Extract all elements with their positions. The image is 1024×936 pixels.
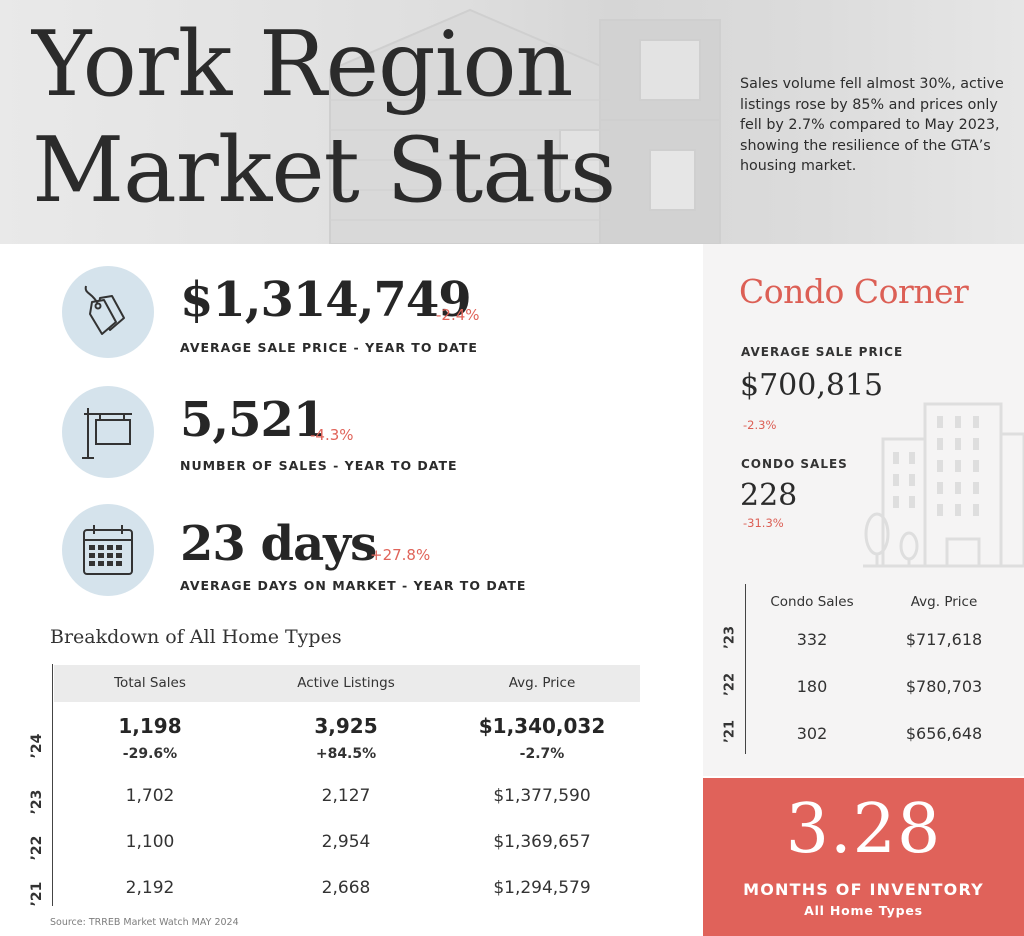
page-title: York Region Market Stats [32, 12, 616, 224]
condo-table-cell: 332 [796, 630, 828, 649]
inventory-label: MONTHS OF INVENTORY [743, 880, 984, 899]
table-cell: 2,192 [125, 878, 175, 898]
condo-table-cell: 180 [796, 677, 828, 696]
title-line-1: York Region [32, 12, 574, 117]
table-cell: 1,100 [125, 832, 175, 852]
condo-table-cell: $717,618 [905, 630, 983, 649]
intro-text: Sales volume fell almost 30%, active lis… [740, 76, 1004, 174]
table-cell: 2,954 [321, 832, 371, 852]
stat-value: $1,314,749 [180, 272, 472, 328]
table-cell: $1,369,657 [493, 832, 591, 852]
table-cell: 1,702 [125, 786, 175, 806]
condo-table-cell: 302 [796, 724, 828, 743]
condo-sales-label: CONDO SALES [741, 457, 848, 471]
stat-icon-circle [62, 266, 154, 358]
condo-avg-price-value: $700,815 [740, 368, 884, 403]
breakdown-title: Breakdown of All Home Types [50, 626, 342, 648]
table-cell: 2,668 [321, 878, 371, 898]
condo-column-header: Avg. Price [910, 594, 978, 610]
condo-avg-price-label: AVERAGE SALE PRICE [741, 345, 904, 359]
condo-building-icon [863, 402, 1024, 568]
stat-change: +27.8% [370, 546, 431, 564]
row-year-label: ’22 [29, 835, 45, 861]
price-tag-icon [84, 285, 125, 335]
condo-column-header: Condo Sales [770, 594, 854, 610]
condo-sales-value: 228 [740, 478, 798, 513]
table-cell-change: -2.7% [519, 746, 565, 762]
header-banner: York Region Market Stats Sales volume fe… [0, 0, 1024, 244]
stat-days-on-market: 23 days +27.8% AVERAGE DAYS ON MARKET - … [62, 504, 682, 596]
stat-change: -4.3% [310, 426, 354, 444]
stat-number-of-sales: 5,521 -4.3% NUMBER OF SALES - YEAR TO DA… [62, 386, 682, 478]
for-sale-sign-icon [82, 408, 132, 459]
stat-caption: AVERAGE SALE PRICE - YEAR TO DATE [180, 340, 478, 355]
table-cell: $1,377,590 [493, 786, 591, 806]
stat-change: -2.4% [436, 306, 480, 324]
condo-avg-price-change: -2.3% [743, 418, 777, 432]
row-year-label: ’21 [29, 881, 45, 907]
stat-average-sale-price: $1,314,749 -2.4% AVERAGE SALE PRICE - YE… [62, 266, 682, 358]
stat-caption: NUMBER OF SALES - YEAR TO DATE [180, 458, 458, 473]
table-cell: 1,198 [118, 714, 182, 738]
stat-caption: AVERAGE DAYS ON MARKET - YEAR TO DATE [180, 578, 527, 593]
stat-icon-circle [62, 386, 154, 478]
table-cell: 2,127 [321, 786, 371, 806]
table-cell-change: -29.6% [122, 746, 178, 762]
condo-row-year-label: ’22 [722, 672, 738, 697]
condo-row-year-label: ’23 [722, 625, 738, 650]
table-header: Total Sales Active Listings Avg. Price [54, 665, 640, 702]
source-note: Source: TRREB Market Watch MAY 2024 [50, 917, 239, 928]
inventory-value: 3.28 [785, 790, 942, 869]
stat-icon-circle [62, 504, 154, 596]
house-background-image [329, 8, 721, 244]
condo-table-cell: $780,703 [905, 677, 983, 696]
title-line-2: Market Stats [32, 118, 616, 223]
stat-value: 23 days [180, 516, 377, 572]
row-year-label: ’23 [29, 789, 45, 815]
row-year-label: ’24 [29, 733, 45, 759]
calendar-icon [83, 525, 133, 575]
condo-corner-panel: Condo Corner AVERAGE SALE PRICE $700,815… [703, 244, 1024, 776]
condo-corner-title: Condo Corner [739, 272, 969, 311]
condo-table-cell: $656,648 [905, 724, 983, 743]
table-cell: 3,925 [314, 714, 378, 738]
condo-row-year-label: ’21 [722, 719, 738, 744]
condo-table-divider [745, 584, 746, 754]
inventory-box: 3.28 MONTHS OF INVENTORY All Home Types [703, 778, 1024, 936]
table-cell-change: +84.5% [315, 746, 377, 762]
table-divider [52, 664, 53, 906]
table-cell: $1,340,032 [478, 714, 606, 738]
inventory-sublabel: All Home Types [804, 903, 923, 918]
column-header: Avg. Price [508, 675, 576, 691]
column-header: Active Listings [297, 675, 395, 691]
condo-sales-change: -31.3% [743, 516, 784, 530]
stat-value: 5,521 [180, 392, 326, 448]
column-header: Total Sales [114, 675, 186, 691]
table-cell: $1,294,579 [493, 878, 591, 898]
